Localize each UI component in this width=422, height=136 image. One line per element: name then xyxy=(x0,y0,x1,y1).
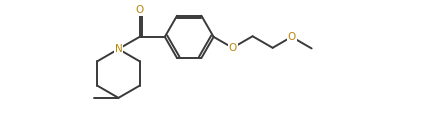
Text: O: O xyxy=(135,5,144,15)
Text: O: O xyxy=(228,43,237,53)
Text: O: O xyxy=(287,32,296,42)
Text: N: N xyxy=(115,44,122,54)
